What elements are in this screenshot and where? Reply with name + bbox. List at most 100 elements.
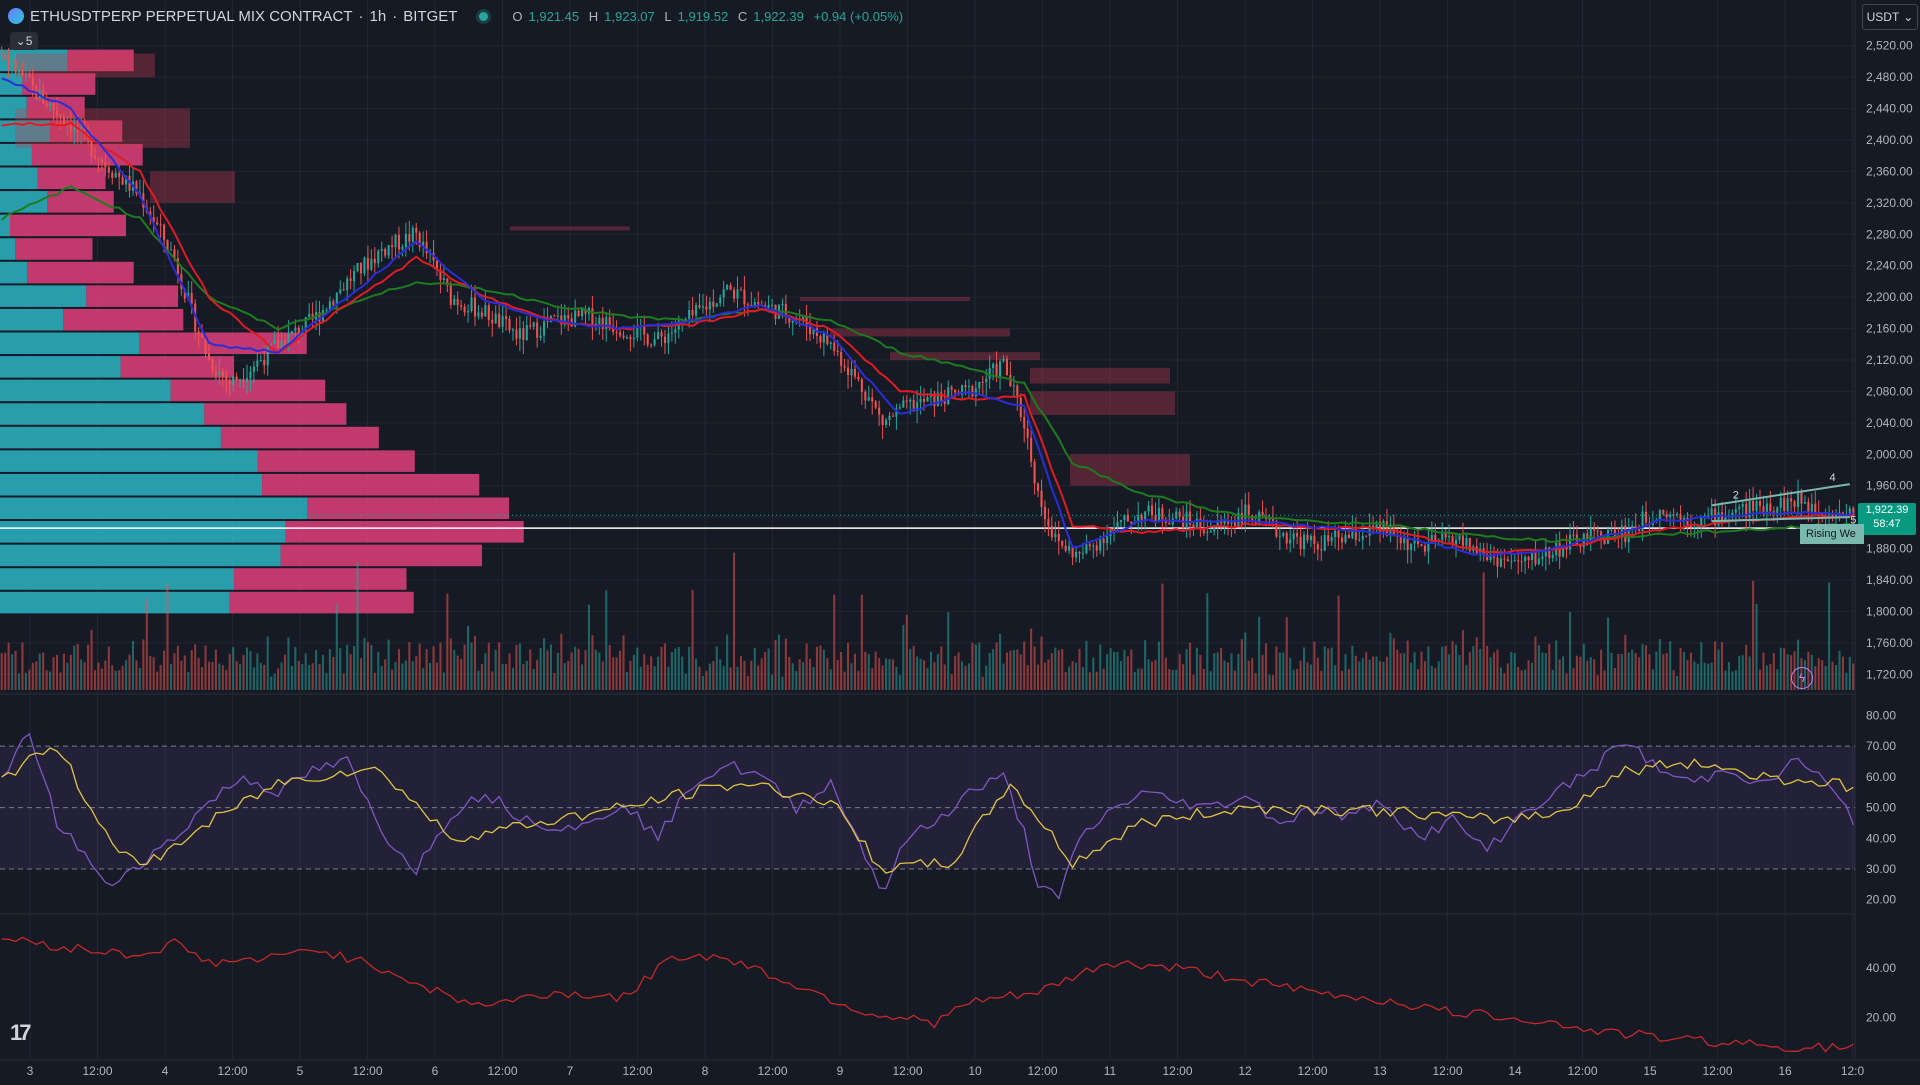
volume-bar xyxy=(577,648,580,690)
volume-bar xyxy=(1289,657,1292,690)
volume-bar xyxy=(83,662,86,690)
currency-select-button[interactable]: USDT ⌄ xyxy=(1862,4,1918,30)
candle-body xyxy=(1075,551,1078,558)
candle-body xyxy=(373,258,376,264)
candle-body xyxy=(294,327,297,332)
volume-bar xyxy=(17,673,21,690)
volume-bar xyxy=(1448,654,1451,690)
volume-bar xyxy=(619,650,622,690)
price-tick-label: 2,360.00 xyxy=(1866,164,1913,178)
volume-bar xyxy=(0,653,3,690)
tradingview-logo-icon[interactable]: 17 xyxy=(10,1020,32,1045)
volume-bar xyxy=(833,594,836,690)
pattern-label[interactable]: Rising We xyxy=(1800,524,1864,544)
candle-body xyxy=(308,313,311,317)
volume-bar xyxy=(1517,666,1520,690)
volume-bar xyxy=(777,634,780,690)
candle-body xyxy=(819,336,822,343)
candle-body xyxy=(598,317,601,324)
candle-body xyxy=(784,303,787,317)
volume-bar xyxy=(1043,662,1046,690)
volume-bar xyxy=(1741,655,1744,690)
volume-bar xyxy=(339,648,342,690)
candle-body xyxy=(864,391,867,401)
volume-bar xyxy=(923,660,926,690)
volume-bar xyxy=(1748,656,1751,690)
candle-body xyxy=(14,58,17,73)
volume-bar xyxy=(1147,659,1150,690)
candle-body xyxy=(325,309,328,311)
indicators-collapse-button[interactable]: ⌄ 5 xyxy=(10,32,38,50)
candle-body xyxy=(739,289,742,291)
volume-bar xyxy=(1824,666,1827,690)
volume-bar xyxy=(453,649,456,690)
volume-bar xyxy=(912,645,915,690)
volume-bar xyxy=(1555,640,1558,690)
candle-body xyxy=(1807,501,1810,512)
candle-body xyxy=(1669,514,1672,518)
volume-bar xyxy=(681,656,684,690)
candle-body xyxy=(207,353,211,360)
volume-bar xyxy=(629,660,632,690)
exchange: BITGET xyxy=(403,7,458,25)
volume-bar xyxy=(1848,656,1851,690)
candle-body xyxy=(1271,518,1274,522)
candle-body xyxy=(843,365,846,368)
candle-body xyxy=(1275,521,1278,537)
volume-bar xyxy=(518,643,521,690)
volume-bar xyxy=(622,635,625,690)
volume-bar xyxy=(14,650,17,690)
volume-bar xyxy=(826,658,829,690)
volume-bar xyxy=(1720,642,1724,690)
candle-body xyxy=(353,270,356,282)
candle-body xyxy=(933,393,936,406)
volume-bar xyxy=(860,594,863,690)
candle-body xyxy=(49,103,52,107)
lower-indicator-line xyxy=(1,936,1854,1053)
volume-bar xyxy=(1548,643,1551,690)
volume-bar xyxy=(487,642,490,690)
lightning-icon[interactable]: ϟ xyxy=(1791,667,1813,689)
candle-body xyxy=(1130,521,1133,524)
candle-body xyxy=(1340,537,1344,543)
candle-body xyxy=(1216,520,1219,527)
volume-bar xyxy=(442,672,445,690)
candle-body xyxy=(812,328,815,335)
current-price: 1,922.39 xyxy=(1865,504,1909,516)
volume-bar xyxy=(574,646,577,690)
volume-bar xyxy=(919,658,922,690)
candle-body xyxy=(1738,506,1741,510)
candle-body xyxy=(591,308,594,328)
candle-body xyxy=(435,260,439,270)
candle-body xyxy=(1043,506,1046,520)
volume-bar xyxy=(1617,653,1620,690)
candle-body xyxy=(380,248,383,251)
price-tick-label: 2,280.00 xyxy=(1866,227,1913,241)
candle-body xyxy=(1520,561,1523,563)
volume-bar xyxy=(1672,670,1675,690)
candle-body xyxy=(270,343,273,345)
candle-body xyxy=(104,161,107,168)
candle-body xyxy=(228,380,231,386)
candle-body xyxy=(701,306,705,308)
candle-body xyxy=(1430,534,1433,543)
candle-body xyxy=(1192,524,1195,528)
volume-bar xyxy=(349,654,352,690)
volume-bar xyxy=(1755,603,1758,690)
interval[interactable]: 1h xyxy=(369,7,387,25)
candle-body xyxy=(394,234,397,248)
volume-bar xyxy=(581,664,584,690)
candle-body xyxy=(1285,533,1288,544)
candle-body xyxy=(259,360,262,362)
candle-body xyxy=(163,224,166,241)
candle-body xyxy=(916,402,919,411)
volume-bar xyxy=(1164,657,1167,690)
symbol-name[interactable]: ETHUSDTPERP PERPETUAL MIX CONTRACT xyxy=(30,7,353,25)
candle-body xyxy=(853,368,856,377)
volume-bar xyxy=(1178,653,1181,690)
volume-bar xyxy=(4,652,7,690)
volume-profile-sell-bar xyxy=(47,191,114,213)
candle-body xyxy=(753,301,756,306)
